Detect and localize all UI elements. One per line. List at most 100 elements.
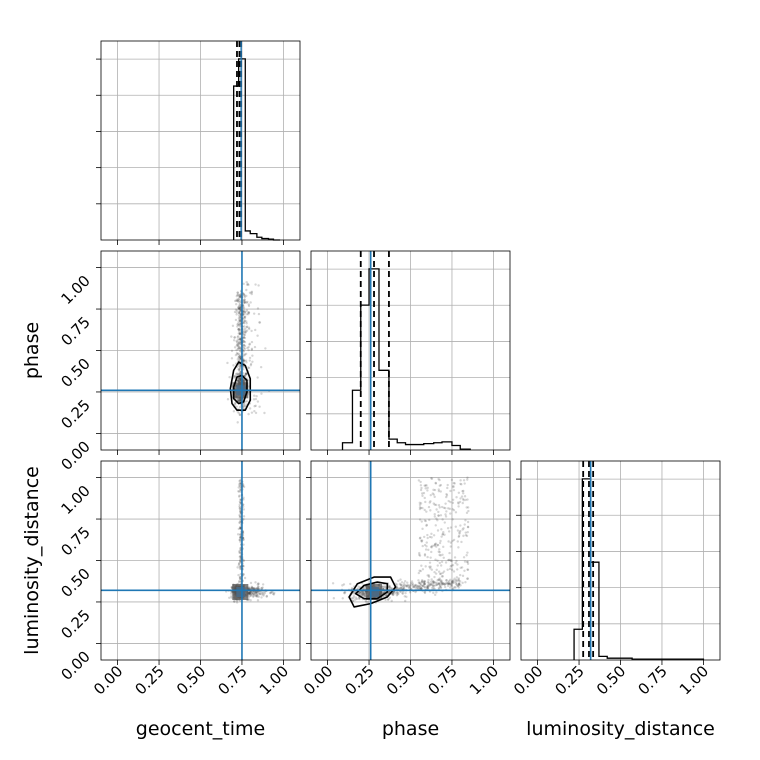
sample-point — [238, 354, 241, 358]
sample-point — [238, 311, 241, 315]
sample-point — [250, 329, 253, 333]
sample-point — [463, 569, 466, 572]
sample-point — [423, 582, 427, 586]
sample-point — [234, 353, 238, 357]
sample-point — [237, 344, 240, 348]
sample-point — [245, 329, 249, 332]
sample-point — [437, 488, 440, 491]
sample-point — [434, 524, 437, 527]
sample-point — [237, 379, 240, 383]
sample-point — [238, 338, 242, 341]
sample-point — [446, 568, 449, 571]
sample-point — [238, 301, 241, 304]
sample-point — [451, 501, 455, 505]
sample-point — [238, 316, 242, 319]
sample-point — [430, 545, 433, 548]
sample-point — [399, 583, 403, 587]
sample-point — [253, 590, 256, 593]
sample-point — [429, 567, 432, 570]
sample-point — [423, 585, 427, 589]
sample-point — [403, 595, 406, 598]
sample-point — [392, 591, 395, 594]
sample-point — [245, 371, 248, 375]
sample-point — [254, 591, 257, 594]
sample-point — [242, 498, 245, 501]
sample-point — [449, 586, 452, 589]
sample-point — [244, 331, 247, 335]
sample-point — [406, 583, 410, 587]
sample-point — [440, 581, 443, 584]
sample-point — [443, 521, 446, 524]
sample-point — [239, 599, 242, 602]
sample-point — [461, 489, 464, 493]
sample-point — [236, 293, 239, 297]
sample-point — [439, 579, 442, 582]
sample-point — [239, 303, 242, 307]
sample-point — [463, 523, 466, 526]
sample-point — [462, 534, 465, 538]
sample-point — [248, 407, 252, 410]
sample-point — [235, 339, 238, 343]
sample-point — [439, 483, 443, 487]
sample-point — [261, 591, 265, 594]
sample-point — [236, 379, 239, 382]
sample-point — [449, 545, 452, 548]
sample-point — [457, 578, 460, 581]
sample-point — [236, 291, 239, 294]
sample-point — [244, 330, 248, 333]
x-tick-label: 0.75 — [424, 662, 460, 698]
sample-point — [408, 584, 412, 587]
sample-point — [410, 580, 414, 583]
sample-point — [393, 592, 397, 595]
sample-point — [249, 590, 252, 594]
sample-point — [452, 484, 455, 488]
sample-point — [438, 572, 442, 576]
sample-point — [263, 411, 266, 415]
sample-point — [243, 347, 247, 351]
sample-point — [231, 324, 235, 328]
sample-point — [417, 581, 421, 585]
sample-point — [383, 585, 386, 588]
sample-point — [235, 311, 238, 314]
sample-point — [450, 583, 454, 586]
sample-point — [238, 303, 241, 306]
sample-point — [270, 591, 273, 594]
sample-point — [427, 574, 431, 577]
sample-point — [411, 582, 414, 585]
sample-point — [419, 502, 423, 505]
sample-point — [362, 587, 365, 590]
sample-point — [236, 299, 239, 303]
sample-point — [235, 309, 239, 312]
sample-point — [255, 591, 259, 594]
sample-point — [433, 512, 436, 516]
sample-point — [437, 504, 441, 507]
sample-point — [260, 587, 264, 590]
sample-point — [239, 533, 242, 536]
sample-point — [457, 582, 461, 585]
hist-phase-grid — [311, 251, 510, 450]
sample-point — [243, 294, 246, 297]
sample-point — [450, 568, 454, 572]
sample-point — [255, 594, 258, 598]
sample-point — [400, 587, 404, 590]
sample-point — [418, 581, 421, 584]
sample-point — [237, 355, 240, 359]
sample-point — [432, 584, 435, 588]
sample-point — [395, 583, 399, 586]
sample-point — [238, 295, 242, 299]
sample-point — [238, 521, 241, 525]
sample-point — [420, 520, 423, 523]
sample-point — [242, 359, 245, 362]
sample-point — [243, 333, 247, 337]
sample-point — [233, 346, 237, 349]
sample-point — [235, 294, 239, 298]
sample-point — [245, 373, 248, 376]
sample-point — [438, 478, 441, 482]
sample-point — [237, 379, 240, 382]
y-tick-label: 0.00 — [57, 648, 93, 684]
sample-point — [432, 502, 435, 505]
sample-point — [418, 585, 421, 588]
sample-point — [414, 583, 417, 587]
sample-point — [428, 582, 431, 586]
sample-point — [238, 332, 242, 335]
